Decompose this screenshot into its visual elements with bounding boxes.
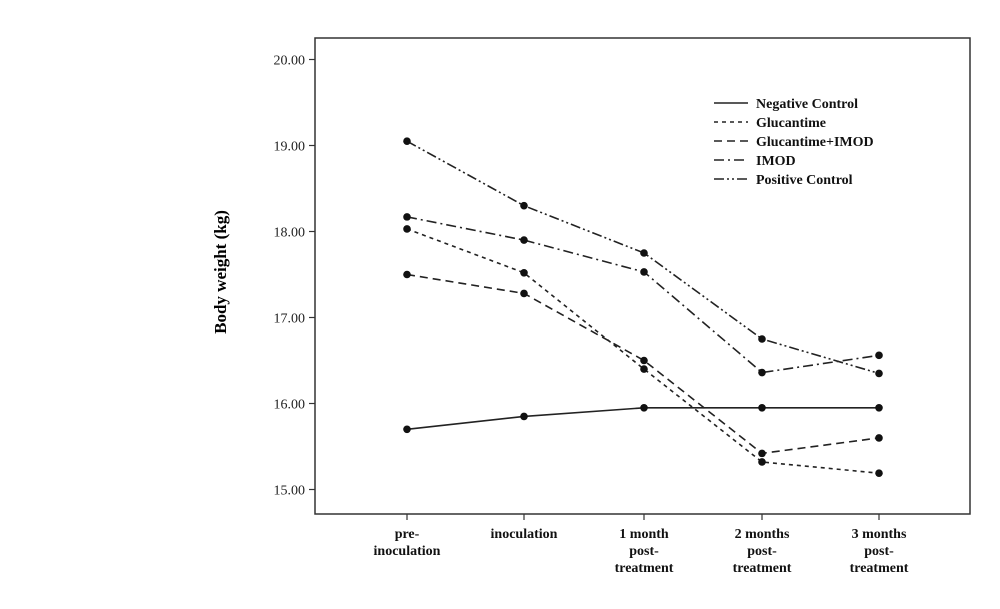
data-point [640,365,648,373]
data-point [403,225,411,233]
legend-label: Negative Control [756,97,858,112]
data-point [520,289,528,298]
data-point [875,369,883,378]
y-tick-label: 16.00 [274,398,306,413]
legend-label: Positive Control [756,173,853,188]
data-point [520,201,528,210]
data-point [875,434,883,442]
x-tick-label: 3 months post-treatment [850,527,909,576]
legend-label: IMOD [756,154,796,169]
data-point [403,213,411,221]
legend-label: Glucantime [756,116,826,131]
data-point [875,469,883,477]
x-tick-label: inoculation [491,527,558,542]
data-point [758,335,766,343]
data-point [520,236,528,244]
data-point [640,268,648,276]
series-line-3 [406,216,880,374]
data-point [403,137,411,145]
legend-label: Glucantime+IMOD [756,135,874,150]
y-tick-label: 20.00 [274,54,306,69]
data-point [520,268,528,277]
x-tick-label: 2 months post-treatment [733,527,792,576]
plot-frame [314,37,971,515]
data-point [403,270,411,279]
y-tick-label: 15.00 [274,484,306,499]
y-axis-label: Body weight (kg) [211,210,230,334]
data-point [640,249,648,257]
data-point [758,449,766,458]
data-point [758,404,766,412]
y-tick-label: 19.00 [274,140,306,155]
y-tick-label: 17.00 [274,312,306,327]
data-point [640,356,648,365]
data-point [640,404,648,412]
x-tick-label: 1 month post-treatment [615,527,674,576]
data-point [758,458,766,466]
data-point [403,425,411,434]
data-point [520,412,528,421]
data-point [875,404,883,412]
data-point [875,351,883,360]
y-tick-label: 18.00 [274,226,306,241]
series-line-1 [406,228,880,474]
data-point [758,368,766,377]
x-tick-label: pre-inoculation [374,527,441,559]
series-line-2 [406,273,880,455]
